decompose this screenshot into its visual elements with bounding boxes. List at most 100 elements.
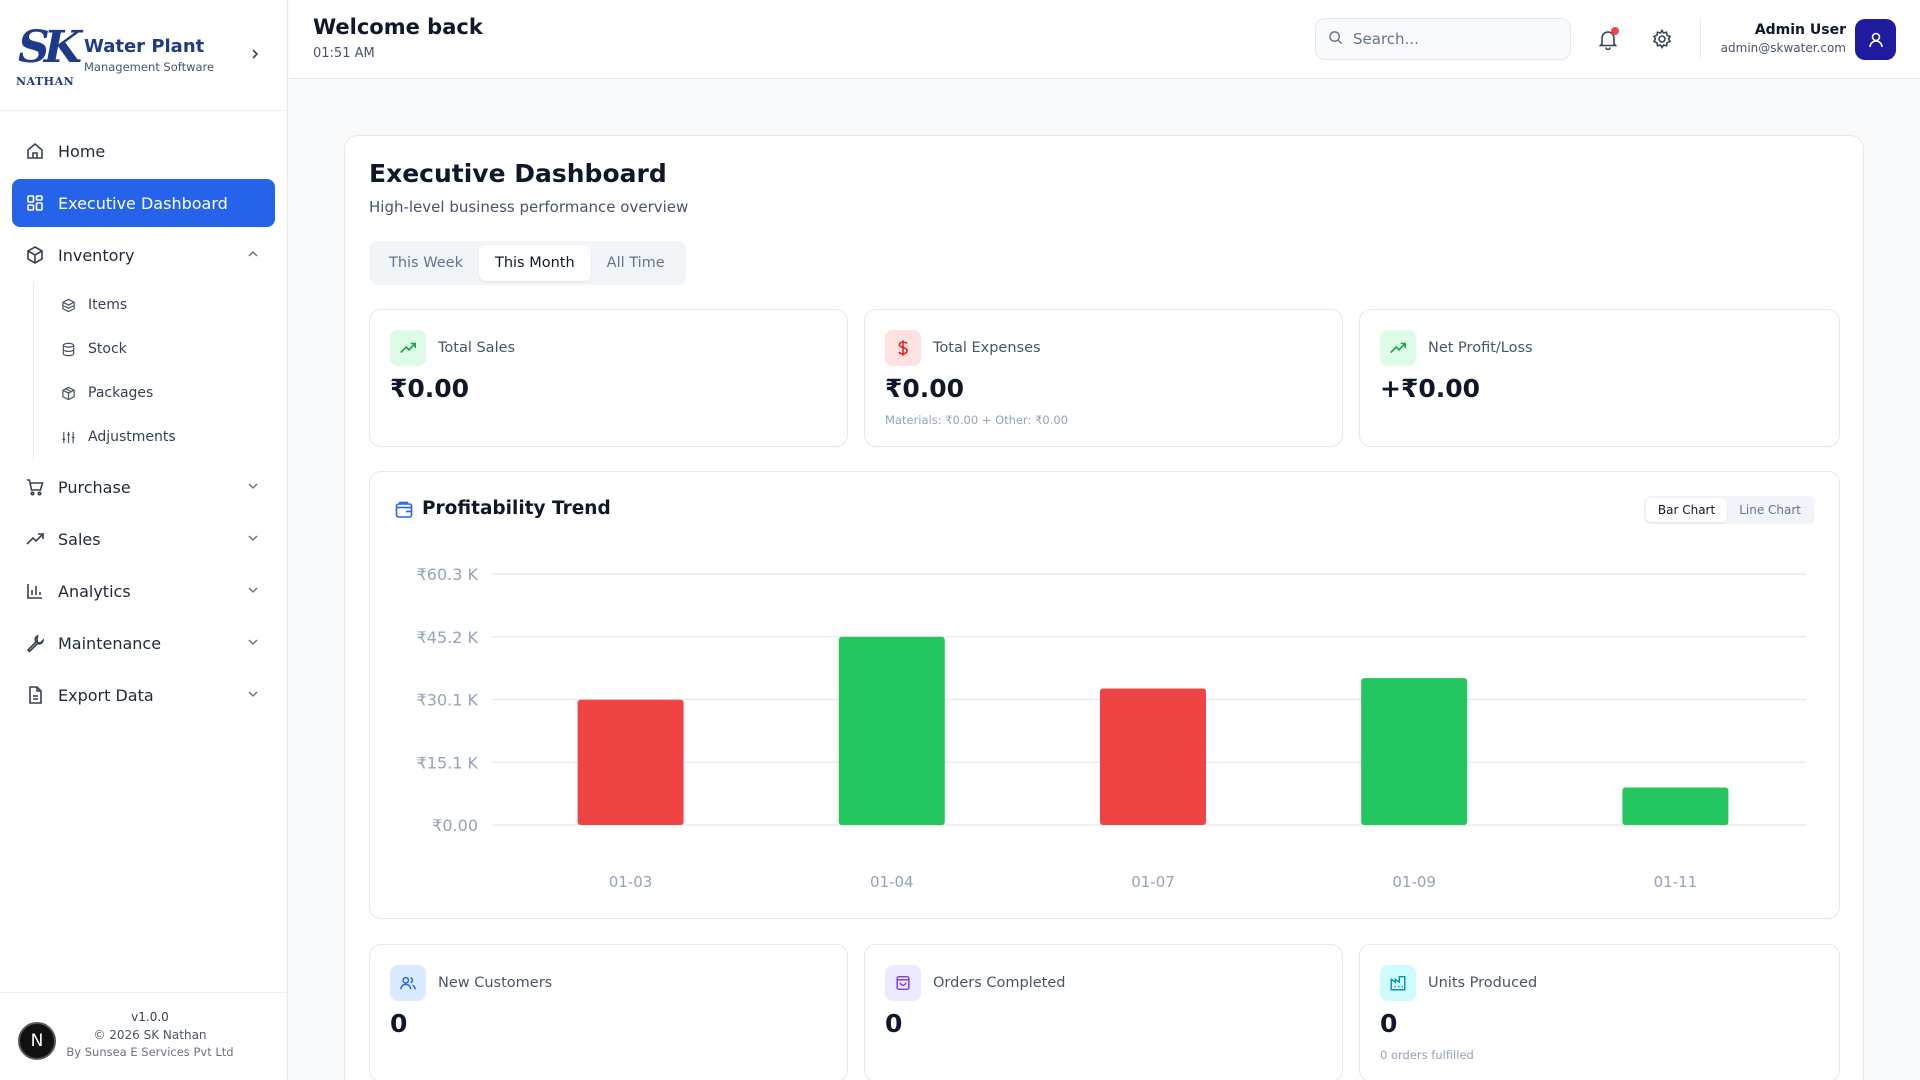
stat-card-orders-completed: Orders Completed 0: [864, 944, 1343, 1080]
version-text: v1.0.0: [131, 1010, 169, 1024]
sidebar-subitem-adjustments[interactable]: Adjustments: [34, 415, 287, 459]
stat-card-total-expenses: Total Expenses ₹0.00 Materials: ₹0.00 + …: [864, 309, 1343, 447]
sidebar-subitem-label: Packages: [88, 385, 154, 401]
chart-bar[interactable]: [1100, 688, 1206, 825]
chevron-down-icon[interactable]: [245, 478, 261, 494]
brand-header[interactable]: SK NATHAN Water Plant Management Softwar…: [0, 0, 287, 111]
sidebar-item-inventory[interactable]: Inventory: [12, 231, 275, 279]
tab-all-time[interactable]: All Time: [606, 255, 665, 271]
current-time: 01:51 AM: [313, 46, 375, 61]
x-tick-label: 01-11: [1654, 873, 1698, 891]
stat-note: Materials: ₹0.00 + Other: ₹0.00: [885, 413, 1069, 427]
profitability-trend-card: Profitability Trend Bar Chart Line Chart…: [369, 471, 1840, 919]
database-icon: [60, 341, 76, 357]
stat-value: 0: [390, 1009, 408, 1038]
user-icon: [1868, 32, 1883, 47]
chevron-down-icon[interactable]: [245, 686, 261, 702]
chart-bar[interactable]: [1622, 787, 1729, 825]
chevron-down-icon[interactable]: [245, 634, 261, 650]
stat-card-units-produced: Units Produced 0 0 orders fulfilled: [1359, 944, 1840, 1080]
wallet-icon: [394, 500, 414, 520]
period-tabs: This Week This Month All Time: [369, 241, 686, 285]
sidebar-item-executive-dashboard[interactable]: Executive Dashboard: [12, 179, 275, 227]
y-tick-label: ₹30.1 K: [417, 691, 479, 710]
trending-up-icon: [24, 528, 46, 550]
sidebar-item-maintenance[interactable]: Maintenance: [12, 619, 275, 667]
sidebar-item-label: Home: [58, 141, 106, 161]
sidebar-item-label: Inventory: [58, 245, 135, 265]
user-name: Admin User: [1754, 22, 1846, 38]
chart-title: Profitability Trend: [422, 498, 611, 519]
sidebar-subitem-stock[interactable]: Stock: [34, 327, 287, 371]
stat-label: Net Profit/Loss: [1428, 340, 1533, 356]
app-subtitle: Management Software: [84, 60, 215, 74]
stat-value: +₹0.00: [1380, 374, 1481, 403]
tab-this-week[interactable]: This Week: [389, 255, 463, 271]
stat-label: Total Expenses: [933, 340, 1041, 356]
app-title: Water Plant: [84, 36, 205, 57]
chevron-up-icon[interactable]: [245, 246, 261, 262]
cart-icon: [24, 476, 46, 498]
stat-label: Orders Completed: [933, 975, 1066, 991]
bar-chart-toggle[interactable]: Bar Chart: [1645, 498, 1728, 522]
chevron-right-icon[interactable]: [249, 48, 261, 64]
wrench-icon: [24, 632, 46, 654]
chart-type-toggle: Bar Chart Line Chart: [1643, 496, 1815, 524]
stat-card-total-sales: Total Sales ₹0.00: [369, 309, 848, 447]
sidebar-subitem-packages[interactable]: Packages: [34, 371, 287, 415]
x-tick-label: 01-04: [870, 873, 914, 891]
header-divider: [1700, 20, 1701, 58]
sidebar-subitem-items[interactable]: Items: [34, 283, 287, 327]
gear-icon[interactable]: [1651, 28, 1673, 50]
stat-note: 0 orders fulfilled: [1380, 1048, 1474, 1062]
profitability-chart: ₹0.00 ₹15.1 K ₹30.1 K ₹45.2 K ₹60.3 K 01-03 01…: [417, 565, 1806, 891]
chart-bar[interactable]: [1361, 678, 1468, 825]
y-tick-label: ₹45.2 K: [417, 628, 479, 647]
notification-dot: [1611, 27, 1619, 35]
chart-bar[interactable]: [838, 636, 945, 825]
dashboard-grid-icon: [24, 192, 46, 214]
search-box[interactable]: [1315, 18, 1571, 60]
package-icon: [60, 385, 76, 401]
chevron-down-icon[interactable]: [245, 582, 261, 598]
bar-chart-icon: [24, 580, 46, 602]
tab-this-month[interactable]: This Month: [478, 245, 591, 281]
sidebar-subitem-label: Stock: [88, 341, 127, 357]
home-icon: [24, 140, 46, 162]
y-tick-label: ₹0.00: [432, 816, 478, 835]
chevron-down-icon[interactable]: [245, 530, 261, 546]
stat-label: New Customers: [438, 975, 553, 991]
stat-value: 0: [1380, 1009, 1398, 1038]
sidebar-item-label: Maintenance: [58, 633, 162, 653]
search-icon: [1328, 30, 1343, 49]
sidebar-item-analytics[interactable]: Analytics: [12, 567, 275, 615]
line-chart-toggle[interactable]: Line Chart: [1739, 503, 1801, 517]
sidebar-item-home[interactable]: Home: [12, 127, 275, 175]
sliders-icon: [60, 429, 76, 445]
stat-card-new-customers: New Customers 0: [369, 944, 848, 1080]
sidebar-item-export-data[interactable]: Export Data: [12, 671, 275, 719]
stat-value: ₹0.00: [390, 374, 470, 403]
search-input[interactable]: [1353, 30, 1553, 48]
sidebar-item-purchase[interactable]: Purchase: [12, 463, 275, 511]
x-tick-label: 01-03: [609, 873, 653, 891]
user-avatar[interactable]: [1855, 19, 1896, 60]
user-email: admin@skwater.com: [1720, 41, 1846, 55]
stat-card-net-profit: Net Profit/Loss +₹0.00: [1359, 309, 1840, 447]
bell-icon[interactable]: [1597, 27, 1619, 51]
chart-bar[interactable]: [577, 699, 684, 825]
stat-value: ₹0.00: [885, 374, 965, 403]
package-box-icon: [24, 244, 46, 266]
company-logo: SK NATHAN: [16, 22, 82, 88]
users-icon: [390, 965, 426, 1001]
boxes-icon: [60, 297, 76, 313]
shopping-bag-icon: [885, 965, 921, 1001]
sidebar-item-sales[interactable]: Sales: [12, 515, 275, 563]
copyright-text: © 2026 SK Nathan: [93, 1028, 207, 1042]
factory-icon: [1380, 965, 1416, 1001]
n-badge[interactable]: N: [18, 1022, 56, 1060]
sidebar-item-label: Purchase: [58, 477, 131, 497]
sidebar-item-label: Export Data: [58, 685, 154, 705]
sidebar-item-label: Sales: [58, 529, 101, 549]
executive-dashboard-panel: Executive Dashboard High-level business …: [344, 135, 1864, 1080]
